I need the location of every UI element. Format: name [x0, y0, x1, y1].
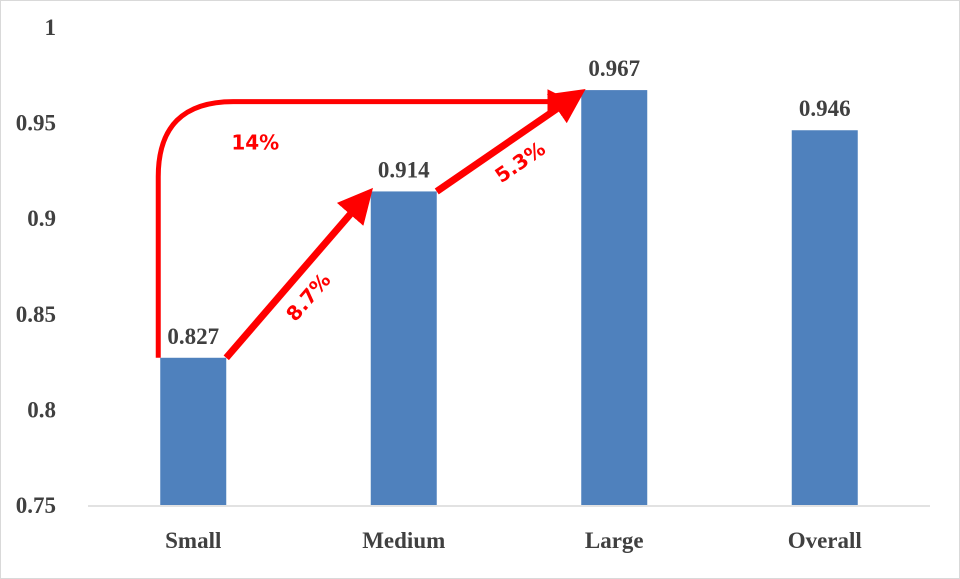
y-axis: 0.75 0.8 0.85 0.9 0.95 1	[16, 15, 56, 518]
y-tick-label: 0.95	[16, 111, 56, 136]
category-label: Small	[165, 528, 221, 553]
category-label: Medium	[362, 528, 445, 553]
data-label: 0.967	[588, 56, 640, 81]
growth-label: 8.7%	[281, 268, 335, 326]
data-label: 0.946	[799, 96, 851, 121]
bars	[160, 90, 858, 506]
y-tick-label: 0.75	[16, 493, 56, 518]
y-tick-label: 0.85	[16, 302, 56, 327]
bar-medium	[370, 191, 437, 505]
bar-large	[581, 90, 648, 505]
category-labels: Small Medium Large Overall	[165, 528, 862, 553]
y-tick-label: 0.9	[27, 206, 56, 231]
category-label: Overall	[788, 528, 862, 553]
y-tick-label: 0.8	[27, 397, 56, 422]
growth-label: 5.3%	[490, 136, 549, 187]
data-label: 0.827	[167, 324, 219, 349]
growth-arrow	[155, 89, 573, 358]
bar-small	[160, 357, 227, 505]
bar-overall	[791, 130, 858, 506]
data-label: 0.914	[378, 157, 430, 182]
y-tick-label: 1	[45, 15, 57, 40]
growth-label: 14%	[231, 131, 279, 155]
category-label: Large	[585, 528, 644, 553]
data-labels: 0.827 0.914 0.967 0.946	[167, 56, 850, 349]
growth-arrow	[223, 187, 373, 361]
growth-annotations: 8.7% 5.3% 14%	[155, 88, 586, 361]
